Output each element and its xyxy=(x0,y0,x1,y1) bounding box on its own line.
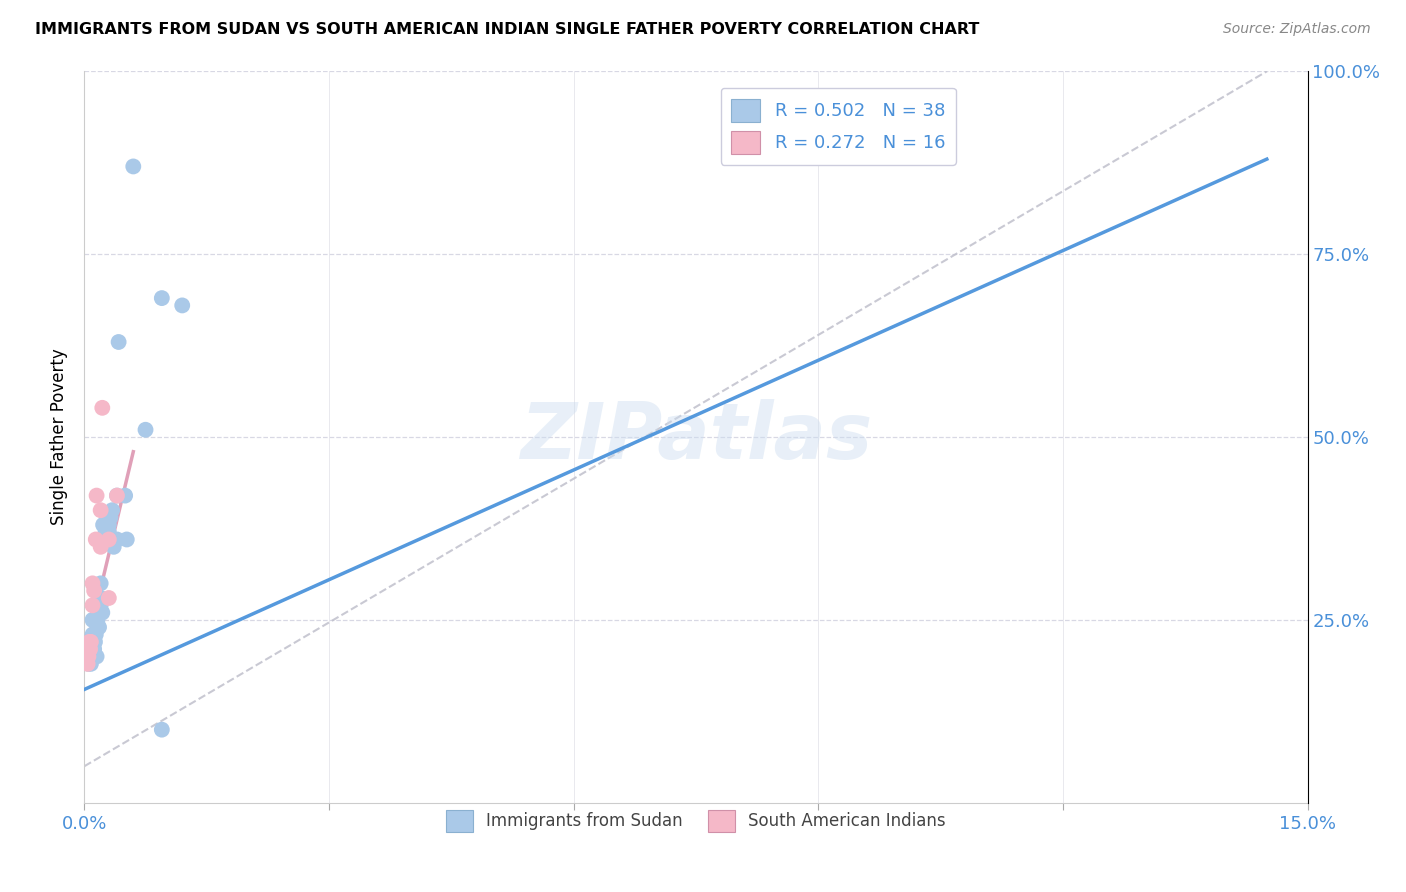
Point xyxy=(135,423,157,437)
Point xyxy=(80,657,103,671)
Point xyxy=(103,540,125,554)
Point xyxy=(77,635,100,649)
Point xyxy=(90,599,112,613)
Point xyxy=(91,606,114,620)
Point xyxy=(80,642,103,657)
Point xyxy=(86,613,108,627)
Point xyxy=(150,291,173,305)
Point xyxy=(82,576,104,591)
Point xyxy=(86,649,108,664)
Point xyxy=(107,334,129,349)
Point xyxy=(90,503,112,517)
Point xyxy=(97,533,120,547)
Point xyxy=(80,635,103,649)
Point xyxy=(77,649,100,664)
Point xyxy=(105,533,128,547)
Point xyxy=(105,489,128,503)
Point xyxy=(86,489,108,503)
Point xyxy=(101,503,124,517)
Point xyxy=(82,627,104,641)
Point xyxy=(82,613,104,627)
Point xyxy=(172,298,194,312)
Point xyxy=(84,533,107,547)
Point xyxy=(114,489,136,503)
Point xyxy=(79,642,101,657)
Point xyxy=(97,517,120,532)
Point xyxy=(115,533,138,547)
Point xyxy=(76,649,98,664)
Point xyxy=(91,401,114,415)
Point xyxy=(87,620,110,634)
Point xyxy=(90,576,112,591)
Text: IMMIGRANTS FROM SUDAN VS SOUTH AMERICAN INDIAN SINGLE FATHER POVERTY CORRELATION: IMMIGRANTS FROM SUDAN VS SOUTH AMERICAN … xyxy=(35,22,980,37)
Point xyxy=(82,635,104,649)
Point xyxy=(87,606,110,620)
Point xyxy=(100,510,122,524)
Point xyxy=(150,723,173,737)
Point xyxy=(91,517,114,532)
Point xyxy=(97,525,120,540)
Point xyxy=(90,591,112,605)
Point xyxy=(84,635,107,649)
Point xyxy=(83,583,105,598)
Point xyxy=(77,649,100,664)
Point xyxy=(76,657,98,671)
Point xyxy=(90,540,112,554)
Y-axis label: Single Father Poverty: Single Father Poverty xyxy=(51,349,69,525)
Point xyxy=(84,627,107,641)
Point xyxy=(82,599,104,613)
Legend: Immigrants from Sudan, South American Indians: Immigrants from Sudan, South American In… xyxy=(440,804,952,838)
Point xyxy=(105,489,128,503)
Point xyxy=(93,533,115,547)
Point xyxy=(83,642,105,657)
Point xyxy=(94,525,117,540)
Point xyxy=(122,160,145,174)
Text: Source: ZipAtlas.com: Source: ZipAtlas.com xyxy=(1223,22,1371,37)
Point xyxy=(77,657,100,671)
Text: ZIPatlas: ZIPatlas xyxy=(520,399,872,475)
Point xyxy=(79,642,101,657)
Point xyxy=(97,591,120,605)
